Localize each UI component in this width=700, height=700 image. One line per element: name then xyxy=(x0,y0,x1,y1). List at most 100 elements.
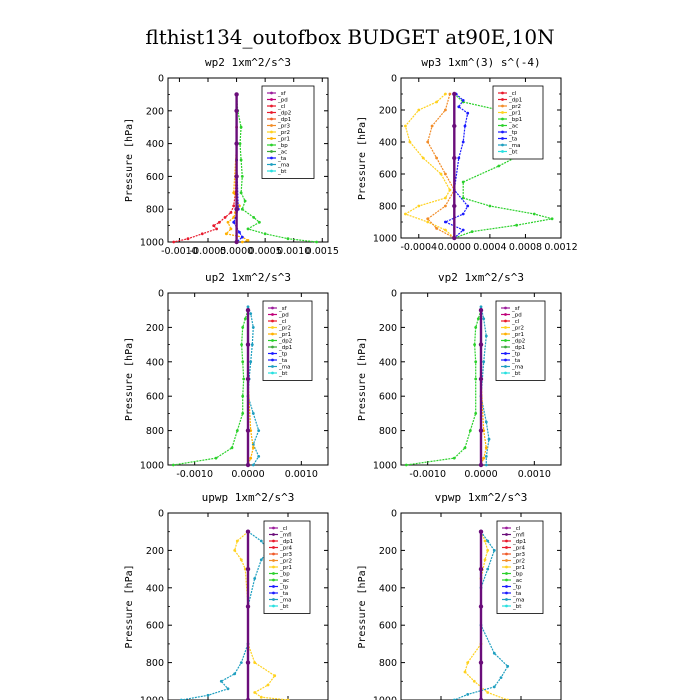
legend-marker xyxy=(505,585,508,588)
series-point xyxy=(483,558,487,562)
legend-label: _sf xyxy=(277,91,287,97)
series-point xyxy=(404,124,407,128)
legend-label: _ac xyxy=(279,578,289,584)
series-point xyxy=(246,239,250,242)
legend-label: _bp xyxy=(277,143,288,149)
panel-title: wp2 1xm^2/s^3 xyxy=(205,56,291,69)
legend-marker xyxy=(272,552,275,556)
legend-label: _bp xyxy=(279,572,290,578)
series-point xyxy=(235,429,239,432)
legend-marker xyxy=(270,117,273,121)
series-point xyxy=(240,240,244,244)
legend-marker xyxy=(272,591,275,595)
panel-4: vp2 1xm^2/s^3 Pressure [hPa] 0 200 400 600 800… xyxy=(357,271,562,480)
y-tick-label: 800 xyxy=(146,426,164,437)
series-point xyxy=(239,158,243,162)
series-point xyxy=(235,539,239,543)
series-point xyxy=(241,412,245,415)
legend-label: _tp xyxy=(279,585,289,591)
legend-marker xyxy=(272,565,275,569)
series-point xyxy=(259,558,263,562)
series-point xyxy=(233,549,237,552)
series-point xyxy=(463,670,467,674)
panel-title: upwp 1xm^2/s^3 xyxy=(202,491,295,504)
series-point xyxy=(479,305,483,309)
y-tick-label: 800 xyxy=(146,205,164,216)
legend-label: _cl xyxy=(508,91,517,97)
y-tick-label: 600 xyxy=(379,621,397,632)
series-point xyxy=(240,175,244,178)
series-point xyxy=(253,691,257,694)
legend-marker xyxy=(501,137,504,140)
series-point xyxy=(466,111,470,115)
legend-marker xyxy=(270,169,273,173)
series-point xyxy=(245,697,251,700)
series-point xyxy=(461,196,465,200)
x-tick-label: -0.0010 xyxy=(161,246,198,257)
series-point xyxy=(452,91,457,97)
series-point xyxy=(250,343,254,346)
series-point xyxy=(484,334,488,338)
series-point xyxy=(232,220,236,224)
series-point xyxy=(426,140,430,144)
series-point xyxy=(234,207,239,212)
y-tick-label: 800 xyxy=(379,426,397,437)
series-point xyxy=(241,360,245,364)
series-point xyxy=(478,529,484,534)
series-point xyxy=(461,212,465,216)
legend-label: _ma xyxy=(508,143,520,149)
series-point xyxy=(243,199,247,203)
y-tick-label: 200 xyxy=(146,106,164,117)
series-point xyxy=(444,228,447,232)
series-point xyxy=(486,691,490,694)
legend-label: _cl xyxy=(512,526,521,532)
legend-label: _dp1 xyxy=(279,539,293,545)
y-axis-label: Pressure [hPa] xyxy=(357,564,368,648)
series-point xyxy=(242,377,246,381)
series-point xyxy=(232,216,236,219)
series-point xyxy=(171,463,175,467)
legend-marker xyxy=(272,598,275,601)
legend-marker xyxy=(272,546,275,549)
series-point xyxy=(243,317,247,321)
series-point xyxy=(239,191,243,195)
series-point xyxy=(470,230,474,234)
legend-marker xyxy=(501,150,504,153)
legend-label: _pr2 xyxy=(512,559,525,565)
legend-marker xyxy=(505,533,508,536)
series-point xyxy=(492,549,496,552)
legend-label: _ma xyxy=(278,365,290,371)
y-tick-label: 0 xyxy=(158,509,164,520)
series-point xyxy=(245,342,251,347)
series-point xyxy=(263,232,267,236)
panels-group: wp2 1xm^2/s^3 Pressure [hPa] 0 200 400 600 800… xyxy=(124,56,578,700)
series-point xyxy=(473,343,476,346)
legend-marker xyxy=(505,539,508,543)
legend-label: _ma xyxy=(512,598,524,604)
legend-label: _ac xyxy=(277,150,287,156)
series-point xyxy=(240,235,244,239)
legend-box xyxy=(492,85,544,160)
y-tick-label: 200 xyxy=(379,546,397,557)
y-tick-label: 0 xyxy=(391,289,397,300)
y-axis-label: Pressure [hPa] xyxy=(357,116,368,200)
y-tick-label: 200 xyxy=(379,106,397,117)
series-point xyxy=(430,124,434,128)
x-tick-label: 0.0005 xyxy=(249,246,282,257)
series-point xyxy=(532,212,536,216)
legend-marker xyxy=(270,156,273,160)
series-point xyxy=(452,155,457,161)
legend-label: _bp1 xyxy=(508,117,522,123)
legend-marker xyxy=(271,306,274,310)
legend-label: _dp1 xyxy=(511,345,525,351)
y-tick-label: 800 xyxy=(379,202,397,213)
legend-label: _pr3 xyxy=(279,552,293,558)
series-point xyxy=(478,428,484,433)
legend-label: _tp xyxy=(278,352,288,358)
legend-label: _ta xyxy=(511,358,520,364)
series-point xyxy=(229,211,233,214)
series-point xyxy=(478,376,484,382)
series-point xyxy=(492,651,496,655)
series-point xyxy=(515,223,518,227)
legend-label: _pd xyxy=(277,98,288,104)
